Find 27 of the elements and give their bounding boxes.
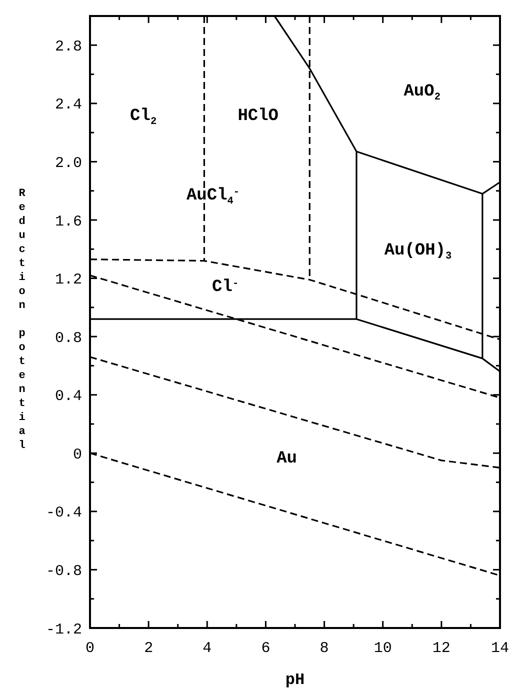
y-tick-label: 2.4	[54, 96, 82, 114]
annotation: HClO	[238, 106, 279, 126]
x-tick-label: 2	[144, 640, 154, 657]
x-tick-label: 8	[320, 640, 329, 657]
x-tick-label: 6	[261, 640, 270, 657]
y-tick-label: 0.4	[54, 388, 82, 406]
annotation: Cl$^{-}$	[212, 278, 239, 298]
x-tick-label: 14	[490, 640, 510, 657]
y-tick-label: 0	[72, 446, 82, 464]
annotation: Au	[276, 450, 298, 469]
annotation: Au(OH)$_{3}$	[384, 242, 452, 262]
y-tick-label: 2.8	[54, 38, 82, 56]
x-axis-title: pH	[285, 671, 305, 689]
x-tick-label: 12	[432, 640, 450, 657]
annotation: Cl$_{2}$	[130, 106, 157, 128]
x-tick-label: 10	[374, 640, 392, 657]
y-tick-label: 1.6	[54, 213, 82, 230]
y-tick-label: -0.4	[46, 504, 82, 522]
x-tick-label: 4	[202, 640, 212, 657]
y-tick-label: -1.2	[46, 621, 82, 638]
annotation: AuO$_{2}$	[404, 82, 440, 103]
y-tick-label: 2.0	[54, 154, 82, 172]
y-tick-label: 0.8	[54, 330, 82, 347]
y-tick-label: -0.8	[46, 562, 82, 580]
y-tick-label: 1.2	[54, 272, 82, 289]
x-tick-label: 0	[85, 640, 95, 657]
text: Reduction potential	[18, 188, 26, 452]
